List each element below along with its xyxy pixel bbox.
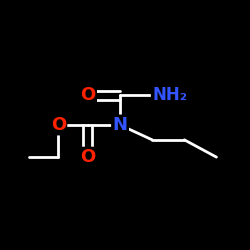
- Text: N: N: [112, 116, 128, 134]
- Text: NH₂: NH₂: [152, 86, 187, 104]
- Text: O: O: [80, 148, 96, 166]
- Text: O: O: [50, 116, 66, 134]
- Text: O: O: [80, 86, 96, 104]
